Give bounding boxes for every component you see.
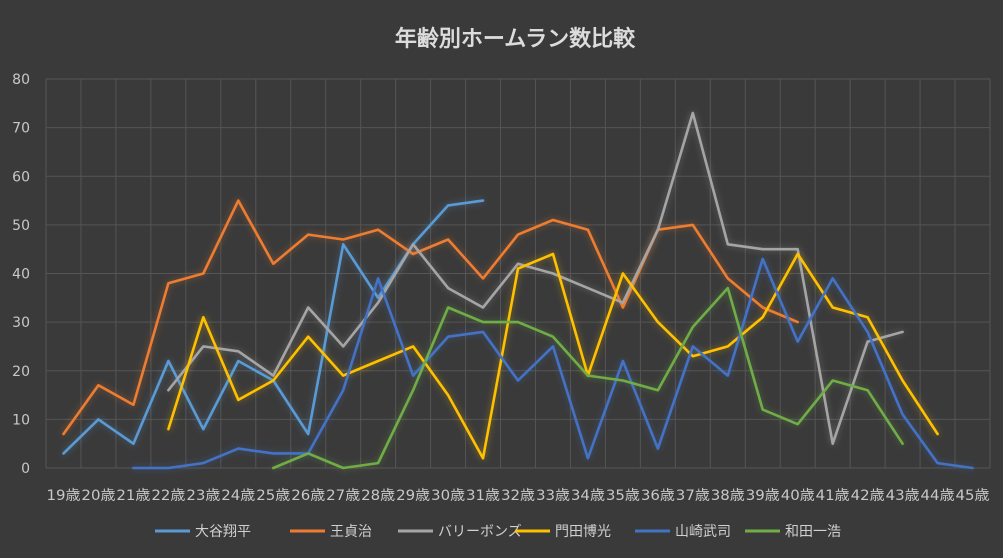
x-tick-label: 42歳 (851, 488, 885, 504)
x-tick-label: 20歳 (81, 488, 115, 504)
x-tick-label: 24歳 (221, 488, 255, 504)
x-axis: 19歳 20歳 21歳 22歳 23歳 24歳 25歳 26歳 27歳 28歳 29歳 30歳 31歳 3… (46, 488, 989, 504)
series-lines (62, 111, 974, 470)
x-tick-label: 43歳 (886, 488, 920, 504)
x-tick-label: 36歳 (641, 488, 675, 504)
legend-label: 門田博光 (555, 523, 611, 540)
x-tick-label: 34歳 (571, 488, 605, 504)
x-tick-label: 37歳 (676, 488, 710, 504)
series-glow (62, 111, 974, 470)
x-tick-label: 28歳 (361, 488, 395, 504)
x-tick-label: 33歳 (536, 488, 570, 504)
x-tick-label: 45歳 (956, 488, 990, 504)
series-line-4 (132, 257, 974, 470)
y-tick-label: 30 (12, 315, 30, 331)
y-tick-label: 60 (12, 169, 30, 185)
x-tick-label: 26歳 (291, 488, 325, 504)
legend: 大谷翔平 王貞治 バリーボンズ 門田博光 山崎武司 和田一浩 (155, 523, 841, 540)
x-tick-label: 32歳 (501, 488, 535, 504)
series-line-5 (271, 286, 904, 470)
x-tick-label: 35歳 (606, 488, 640, 504)
x-tick-label: 31歳 (466, 488, 500, 504)
y-tick-label: 10 (12, 412, 30, 428)
x-tick-label: 22歳 (151, 488, 185, 504)
series-line-1 (62, 199, 800, 436)
x-tick-label: 21歳 (116, 488, 150, 504)
x-tick-label: 38歳 (711, 488, 745, 504)
series-glow-0 (62, 199, 485, 455)
x-tick-label: 29歳 (396, 488, 430, 504)
legend-label: 王貞治 (330, 524, 372, 540)
legend-label: 和田一浩 (785, 524, 841, 540)
series-glow-4 (132, 257, 974, 470)
grid (45, 78, 991, 469)
series-line-2 (167, 111, 904, 446)
x-tick-label: 19歳 (46, 488, 80, 504)
y-tick-label: 50 (12, 218, 30, 234)
legend-label: バリーボンズ (438, 524, 522, 540)
y-tick-label: 0 (21, 461, 30, 477)
x-tick-label: 39歳 (746, 488, 780, 504)
y-tick-label: 80 (12, 72, 30, 88)
x-tick-label: 25歳 (256, 488, 290, 504)
series-line-0 (62, 199, 485, 455)
legend-label: 山崎武司 (675, 524, 731, 540)
y-tick-label: 20 (12, 364, 30, 380)
x-tick-label: 44歳 (921, 488, 955, 504)
series-line-3 (167, 252, 939, 460)
chart-title: 年齢別ホームラン数比較 (395, 26, 636, 52)
x-tick-label: 41歳 (816, 488, 850, 504)
x-tick-label: 40歳 (781, 488, 815, 504)
y-axis: 0 10 20 30 40 50 60 70 80 (12, 72, 30, 477)
x-tick-label: 30歳 (431, 488, 465, 504)
y-tick-label: 40 (12, 267, 30, 283)
legend-label: 大谷翔平 (195, 524, 251, 540)
y-tick-label: 70 (12, 121, 30, 137)
x-tick-label: 23歳 (186, 488, 220, 504)
x-tick-label: 27歳 (326, 488, 360, 504)
